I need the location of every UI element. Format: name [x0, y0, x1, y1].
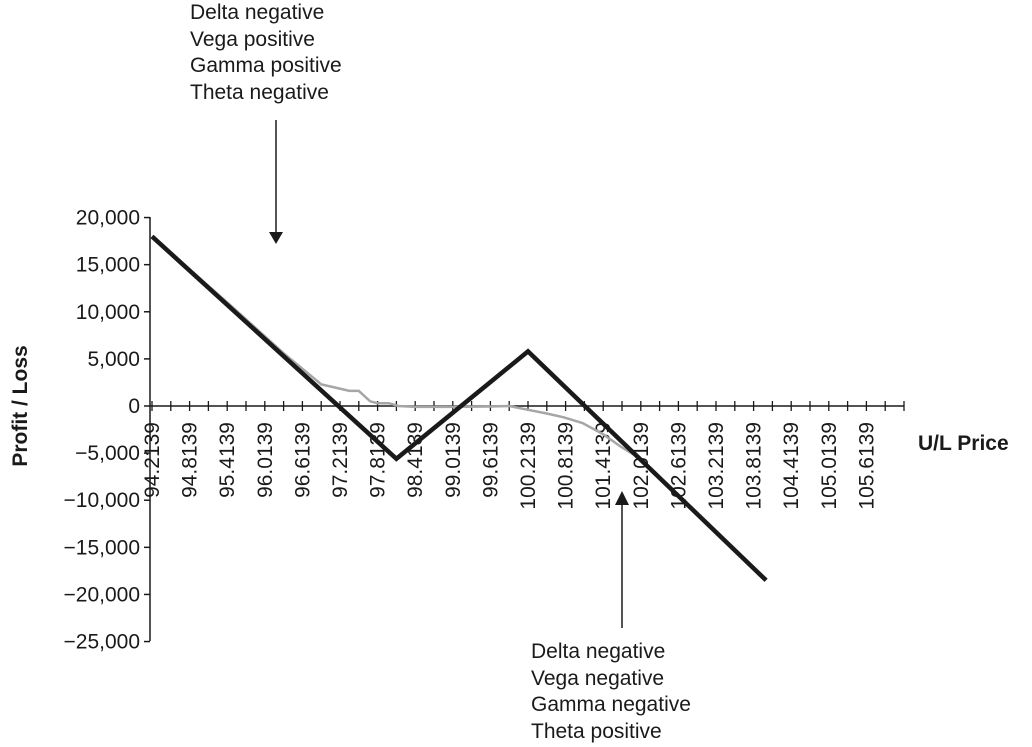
x-tick-label: 96.6139 — [291, 422, 314, 498]
x-tick-label: 97.2139 — [329, 422, 352, 498]
y-tick-label: 15,000 — [76, 254, 140, 277]
x-tick-label: 102.6139 — [667, 422, 690, 510]
x-tick-label: 103.8139 — [743, 422, 766, 510]
y-tick-label: 5,000 — [87, 348, 140, 371]
annotation-top: Delta negative Vega positive Gamma posit… — [190, 0, 342, 106]
x-tick-label: 98.4139 — [404, 422, 427, 498]
y-tick-label: −20,000 — [64, 583, 141, 606]
y-axis-label: Profit / Loss — [9, 345, 32, 466]
y-tick-label: 0 — [128, 395, 140, 418]
x-tick-label: 99.0139 — [442, 422, 465, 498]
y-tick-label: −10,000 — [64, 489, 141, 512]
annotation-line: Gamma negative — [531, 693, 691, 716]
y-tick-label: −25,000 — [64, 631, 141, 654]
arrow-head-top — [269, 232, 283, 244]
annotation-line: Delta negative — [531, 640, 666, 663]
axes: 20,000 15,000 10,000 5,000 0 −5,000 −10,000 −15… — [64, 207, 905, 654]
x-tick-label: 94.2139 — [141, 422, 164, 498]
annotation-line: Theta negative — [190, 80, 329, 104]
series-layer — [150, 234, 768, 582]
annotation-line: Gamma positive — [190, 54, 342, 77]
y-tick-label: −5,000 — [75, 442, 140, 465]
x-tick-label: 103.2139 — [705, 422, 728, 510]
annotation-line: Delta negative — [190, 1, 325, 24]
annotation-line: Vega positive — [190, 27, 315, 51]
x-tick-label: 97.8139 — [367, 422, 390, 498]
y-tick-label: −15,000 — [64, 536, 141, 559]
x-tick-label: 100.8139 — [555, 422, 578, 510]
x-tick-label: 105.0139 — [818, 422, 841, 510]
annotation-arrows — [269, 120, 629, 628]
x-tick-label: 104.4139 — [780, 422, 803, 510]
annotation-line: Vega negative — [531, 666, 665, 690]
x-tick-label: 99.6139 — [479, 422, 502, 498]
x-tick-label: 101.4139 — [592, 422, 615, 510]
x-tick-label: 95.4139 — [216, 422, 239, 498]
x-tick-label: 105.6139 — [855, 422, 878, 510]
x-tick-label: 100.2139 — [517, 422, 540, 510]
y-tick-label: 10,000 — [76, 301, 140, 324]
x-axis-label: U/L Price — [918, 432, 1009, 455]
x-tick-label: 102.0139 — [630, 422, 653, 510]
y-tick-label: 20,000 — [76, 207, 140, 230]
payoff-at-expiry-line — [150, 234, 768, 582]
annotation-bottom: Delta negative Vega negative Gamma negat… — [531, 639, 691, 745]
x-tick-label: 96.0139 — [254, 422, 277, 498]
annotation-line: Theta positive — [531, 719, 662, 743]
arrow-head-bottom — [615, 491, 629, 505]
x-tick-label: 94.8139 — [179, 422, 202, 498]
